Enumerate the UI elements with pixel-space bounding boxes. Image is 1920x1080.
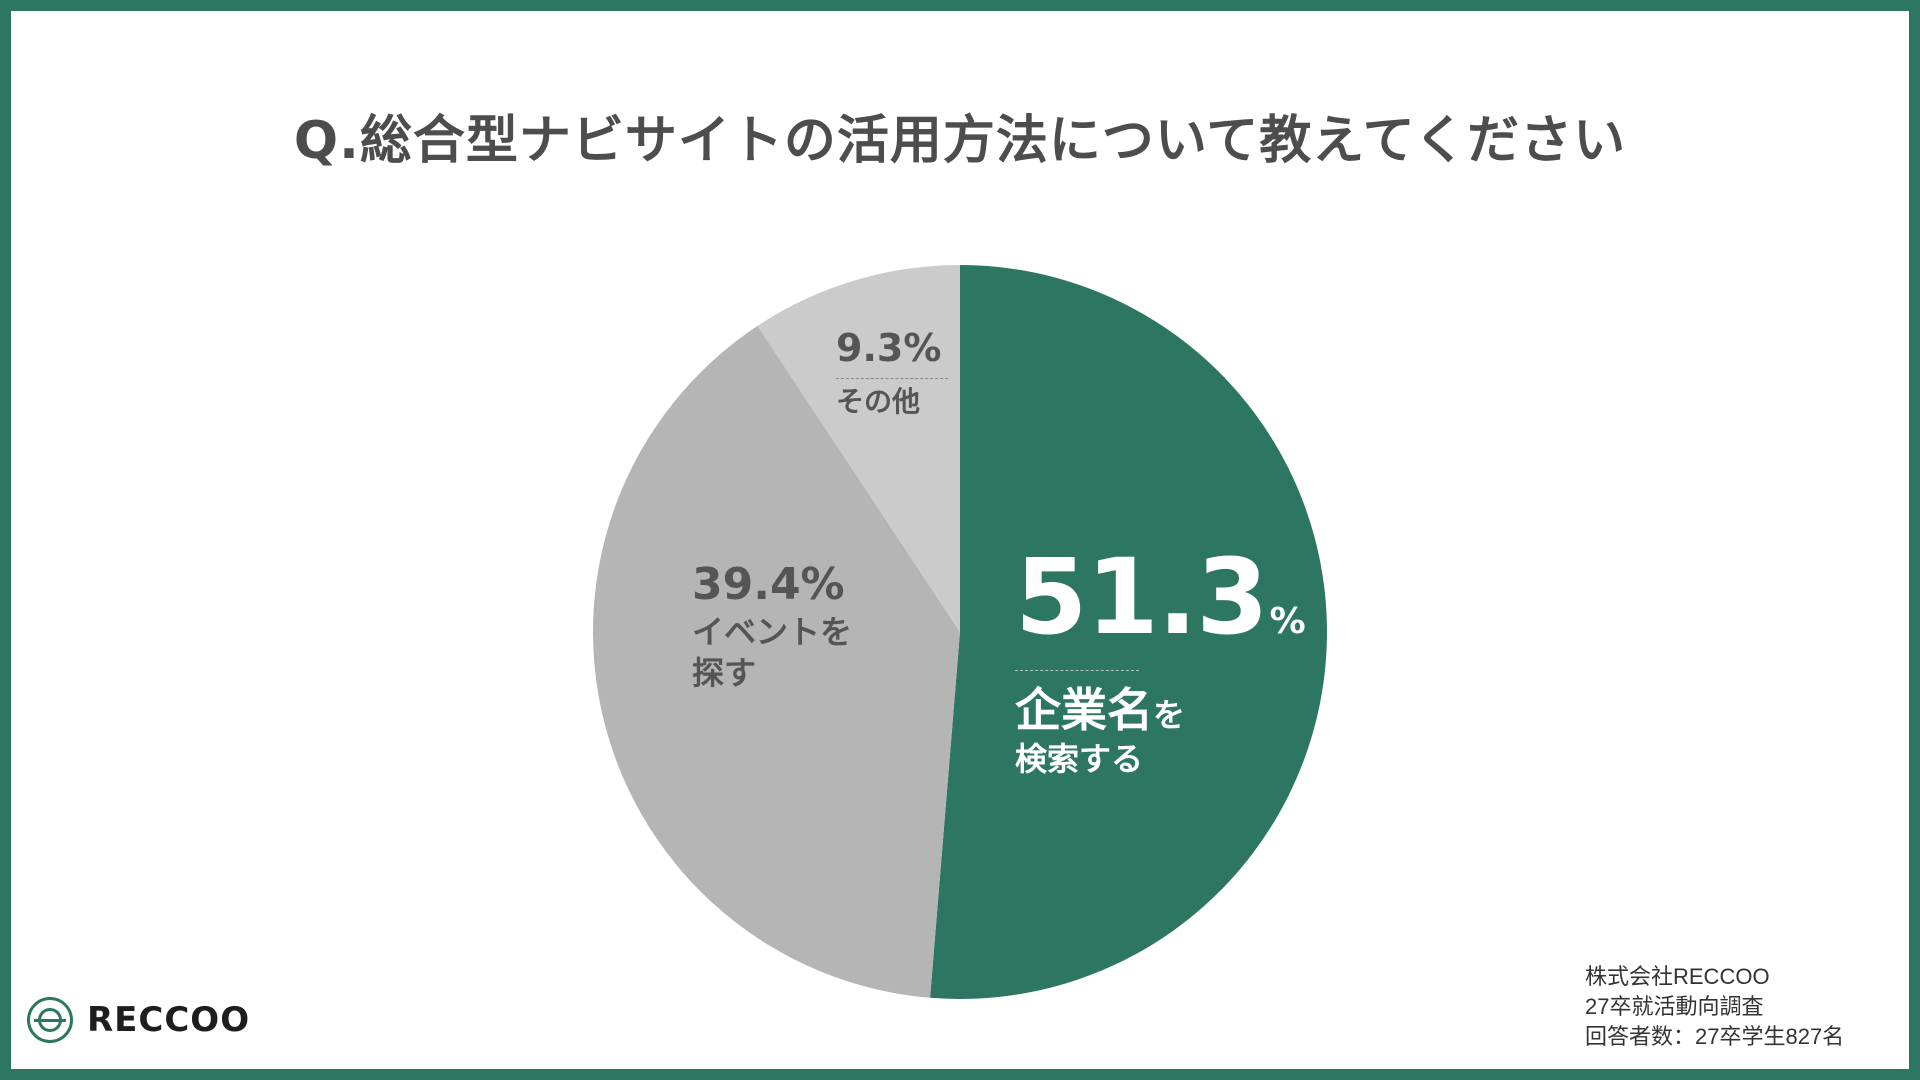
label-divider	[1015, 669, 1139, 671]
pie-slice-company-search	[930, 265, 1328, 1000]
slice-name-event-search-line2: 探す	[692, 654, 757, 693]
slice-value-company-search: 51.3%	[1015, 536, 1306, 658]
source-survey: 27卒就活動向調査	[1585, 994, 1764, 1019]
slice-name-event-search: イベントを	[692, 612, 853, 651]
source-respondents: 回答者数：27卒学生827名	[1585, 1024, 1845, 1049]
chart-title: Q.総合型ナビサイトの活用方法について教えてください	[293, 111, 1627, 171]
reccoo-logo-icon	[27, 997, 73, 1043]
pie-slice-other	[757, 265, 960, 632]
slice-value-other: 9.3%	[836, 326, 942, 370]
label-divider	[836, 377, 948, 379]
slice-label-event-search: 39.4% イベントを 探す	[692, 559, 852, 695]
pie-slice-event-search	[593, 325, 960, 998]
slice-name-company-search-line2: 検索する	[1015, 739, 1144, 778]
source-company: 株式会社RECCOO	[1585, 964, 1770, 989]
slice-label-other: 9.3% その他	[836, 326, 948, 418]
reccoo-logo: RECCOO	[27, 992, 250, 1048]
source-note: 株式会社RECCOO 27卒就活動向調査 回答者数：27卒学生827名	[1585, 962, 1844, 1052]
slice-value-event-search: 39.4%	[692, 559, 845, 610]
reccoo-logo-text: RECCOO	[87, 1000, 251, 1040]
slice-name-other: その他	[836, 384, 921, 418]
slice-name-company-search: 企業名を	[1015, 682, 1186, 737]
slice-label-company-search: 51.3% 企業名を 検索する	[1015, 535, 1306, 778]
